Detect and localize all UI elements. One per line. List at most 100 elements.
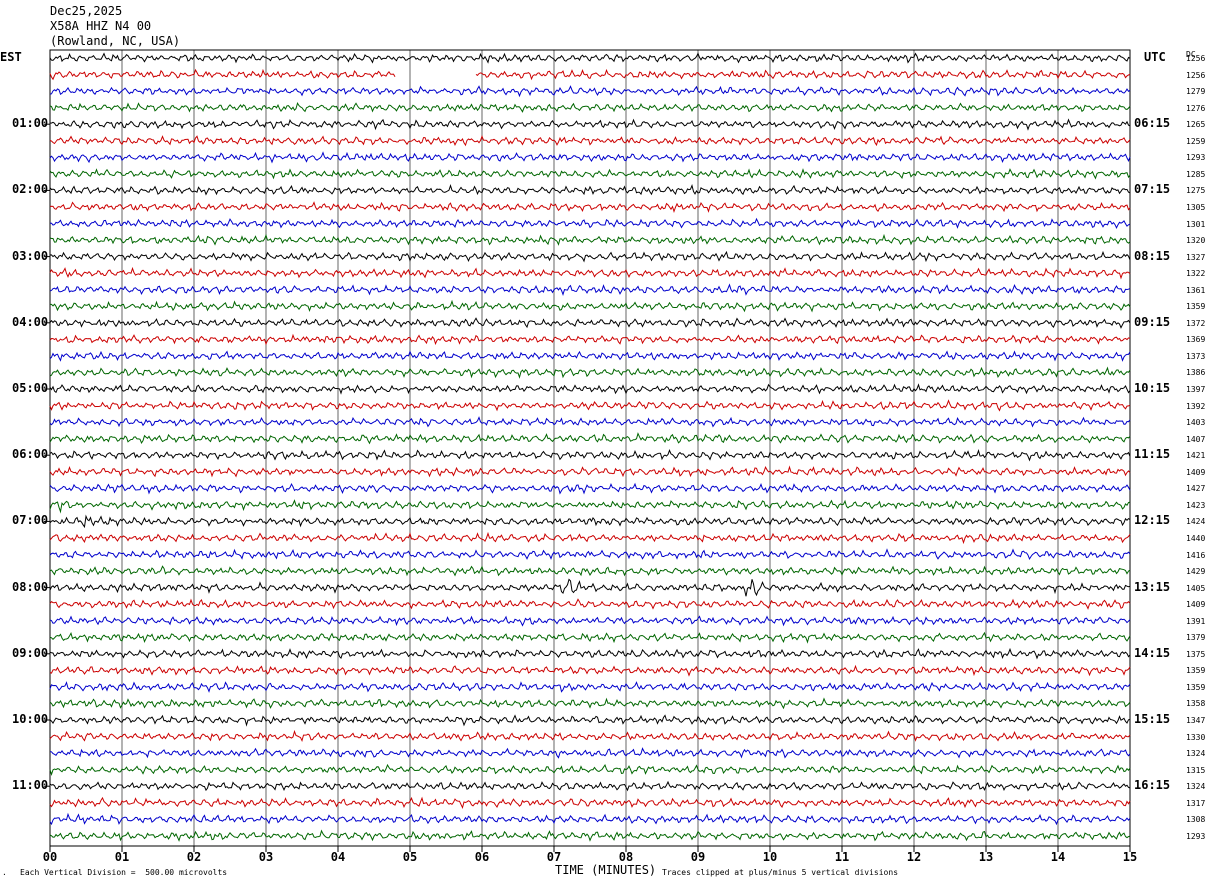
trace-line bbox=[49, 151, 1131, 164]
dc-offset-label: 1305 bbox=[1186, 202, 1206, 212]
left-hour-label: 04:00 bbox=[12, 314, 49, 329]
trace-line bbox=[49, 317, 1131, 329]
right-hour-label: 08:15 bbox=[1134, 248, 1171, 263]
left-hour-label: 11:00 bbox=[12, 778, 49, 793]
trace-line bbox=[49, 812, 1131, 826]
left-hour-label: 10:00 bbox=[12, 712, 49, 726]
right-axis-title: UTC bbox=[1144, 50, 1166, 64]
dc-offset-label: 1359 bbox=[1186, 302, 1206, 312]
left-hour-label: 06:00 bbox=[12, 447, 49, 462]
trace-line bbox=[49, 68, 1131, 81]
left-hour-label: 02:00 bbox=[12, 182, 49, 197]
dc-offset-label: 1276 bbox=[1186, 103, 1206, 113]
x-tick-label: 14 bbox=[1050, 850, 1066, 864]
clip-note: Traces clipped at plus/minus 5 vertical … bbox=[662, 868, 899, 877]
trace-line bbox=[49, 514, 1131, 529]
trace-line bbox=[49, 780, 1131, 792]
dc-offset-label: 1358 bbox=[1186, 699, 1206, 709]
x-tick-label: 05 bbox=[402, 850, 418, 864]
right-hour-label: 13:15 bbox=[1134, 579, 1171, 594]
trace-line bbox=[49, 747, 1131, 759]
dc-offset-label: 1409 bbox=[1186, 467, 1206, 477]
trace-line bbox=[49, 796, 1131, 810]
dc-offset-label: 1256 bbox=[1186, 54, 1206, 63]
x-tick-label: 08 bbox=[618, 850, 634, 864]
trace-line bbox=[49, 729, 1131, 743]
corner-mark: . bbox=[2, 868, 7, 877]
dc-offset-label: 1293 bbox=[1186, 831, 1206, 841]
x-tick-label: 13 bbox=[978, 850, 994, 864]
header-date: Dec25,2025 bbox=[50, 4, 123, 18]
trace-line bbox=[49, 168, 1131, 180]
trace-line bbox=[49, 183, 1131, 196]
dc-offset-label: 1427 bbox=[1186, 484, 1206, 494]
right-hour-label: 07:15 bbox=[1134, 182, 1171, 197]
trace-line bbox=[49, 350, 1131, 362]
dc-offset-label: 1301 bbox=[1186, 219, 1206, 229]
trace-line bbox=[49, 548, 1131, 561]
dc-offset-label: 1379 bbox=[1186, 633, 1206, 643]
trace-line bbox=[49, 829, 1131, 842]
dc-offset-label: 1416 bbox=[1186, 550, 1206, 560]
dc-offset-label: 1429 bbox=[1186, 567, 1206, 577]
x-tick-label: 07 bbox=[546, 850, 562, 864]
right-hour-label: 06:15 bbox=[1134, 116, 1171, 131]
trace-line bbox=[49, 482, 1131, 495]
x-axis-title: TIME (MINUTES) bbox=[555, 863, 657, 877]
dc-offset-label: 1361 bbox=[1186, 285, 1206, 295]
dc-offset-label: 1392 bbox=[1186, 401, 1206, 411]
left-hour-label: 09:00 bbox=[12, 645, 49, 660]
trace-line bbox=[49, 333, 1131, 346]
trace-line bbox=[49, 135, 1131, 147]
trace-line bbox=[49, 631, 1131, 644]
dc-offset-label: 1397 bbox=[1186, 385, 1206, 394]
x-tick-label: 10 bbox=[762, 850, 778, 864]
right-hour-label: 15:15 bbox=[1134, 712, 1171, 726]
trace-line bbox=[49, 432, 1131, 445]
scale-note: Each Vertical Division = 500.00 microvol… bbox=[20, 868, 228, 877]
dc-offset-label: 1327 bbox=[1186, 252, 1206, 262]
trace-line bbox=[50, 299, 1131, 313]
dc-offset-label: 1386 bbox=[1186, 368, 1206, 378]
dc-offset-label: 1275 bbox=[1186, 186, 1206, 196]
right-hour-label: 16:15 bbox=[1134, 778, 1171, 793]
x-tick-label: 03 bbox=[258, 850, 274, 864]
dc-offset-label: 1324 bbox=[1186, 749, 1206, 759]
trace-line bbox=[49, 714, 1131, 727]
dc-offset-label: 1330 bbox=[1186, 732, 1206, 742]
trace-line bbox=[49, 101, 1131, 113]
trace-line bbox=[49, 233, 1131, 246]
dc-offset-label: 1259 bbox=[1186, 136, 1206, 146]
trace-line bbox=[49, 763, 1131, 777]
header-station: X58A HHZ N4 00 bbox=[50, 19, 152, 33]
dc-offset-label: 1369 bbox=[1186, 335, 1206, 345]
trace-line bbox=[49, 465, 1131, 478]
x-tick-label: 09 bbox=[690, 850, 706, 864]
dc-title: DC bbox=[1186, 50, 1196, 59]
x-tick-label: 15 bbox=[1122, 850, 1138, 864]
dc-offset-label: 1359 bbox=[1186, 682, 1206, 692]
dc-offset-label: 1375 bbox=[1186, 649, 1206, 659]
dc-offset-label: 1403 bbox=[1186, 418, 1206, 428]
trace-line bbox=[49, 449, 1131, 462]
x-tick-label: 04 bbox=[330, 850, 346, 864]
dc-offset-label: 1293 bbox=[1186, 153, 1206, 163]
trace-line bbox=[49, 366, 1131, 379]
trace-line bbox=[49, 201, 1131, 213]
dc-offset-label: 1315 bbox=[1186, 765, 1206, 775]
x-tick-label: 06 bbox=[474, 850, 490, 864]
trace-line bbox=[49, 266, 1131, 280]
header-location: (Rowland, NC, USA) bbox=[50, 34, 181, 48]
left-hour-label: 05:00 bbox=[12, 381, 49, 395]
dc-offset-label: 1322 bbox=[1186, 269, 1206, 279]
dc-offset-label: 1308 bbox=[1186, 815, 1206, 825]
right-hour-label: 09:15 bbox=[1134, 314, 1171, 329]
dc-offset-label: 1409 bbox=[1186, 600, 1206, 610]
dc-offset-label: 1256 bbox=[1186, 70, 1206, 80]
trace-line bbox=[49, 664, 1131, 677]
dc-offset-label: 1320 bbox=[1186, 236, 1206, 246]
trace-line bbox=[49, 416, 1131, 428]
dc-offset-label: 1391 bbox=[1186, 616, 1206, 626]
x-tick-label: 11 bbox=[834, 850, 850, 864]
